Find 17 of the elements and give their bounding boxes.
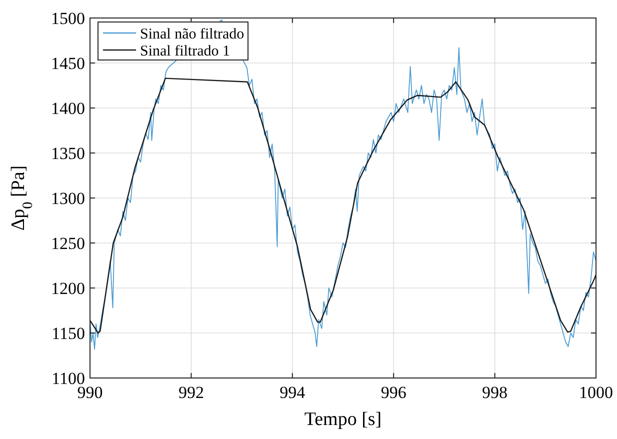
- y-tick-label: 1300: [51, 188, 85, 208]
- x-tick-label: 1000: [579, 383, 613, 402]
- y-tick-label: 1400: [51, 98, 85, 118]
- line-series: [90, 19, 596, 350]
- y-tick-label: 1150: [52, 324, 85, 343]
- x-axis-title: Tempo [s]: [304, 409, 382, 430]
- y-tick-label: 1450: [51, 54, 85, 73]
- y-tick-label: 1250: [51, 234, 85, 253]
- legend-label: Sinal filtrado 1: [140, 43, 230, 60]
- legend-label: Sinal não filtrado: [140, 26, 244, 42]
- x-tick-label: 998: [482, 383, 508, 402]
- x-tick-label: 992: [178, 383, 204, 402]
- y-tick-label: 1500: [51, 8, 85, 28]
- y-tick-label: 1200: [51, 278, 85, 298]
- y-tick-label: 1350: [51, 144, 85, 163]
- x-tick-label: 996: [380, 383, 406, 402]
- x-tick-label: 994: [280, 383, 306, 402]
